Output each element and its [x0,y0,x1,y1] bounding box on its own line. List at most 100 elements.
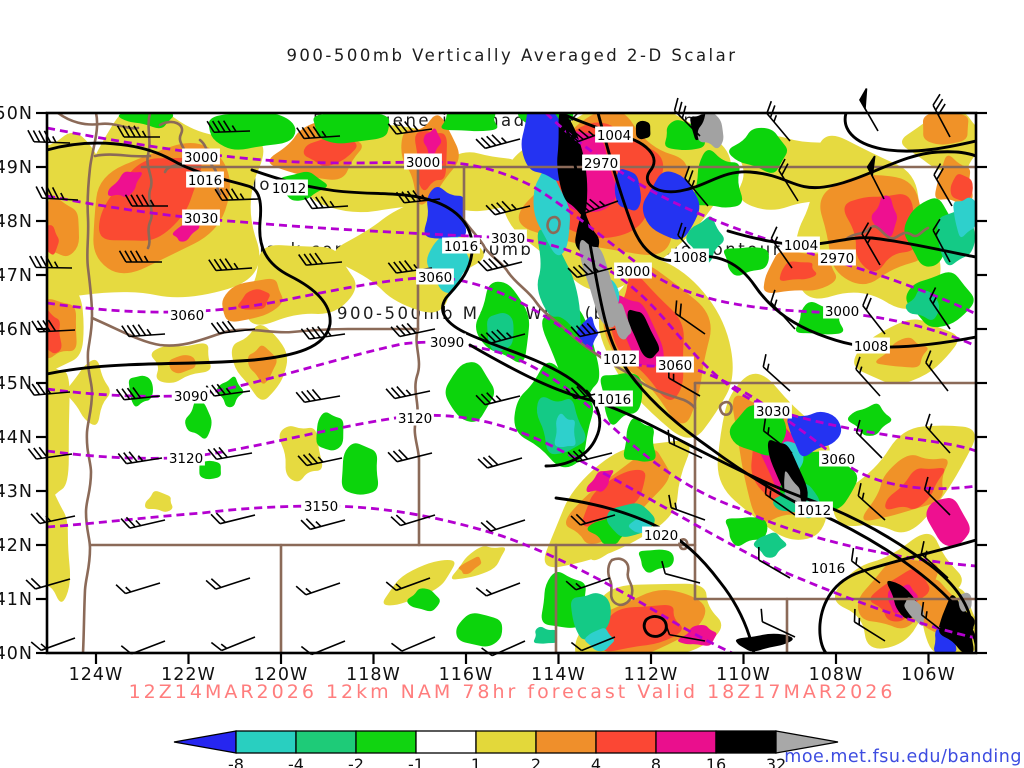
wind-barb [296,126,341,140]
wind-barb [304,196,349,210]
height-contour-label: 2970 [582,154,620,172]
wind-barb [475,392,521,406]
svg-text:3090: 3090 [430,335,464,351]
colorbar-segment [655,730,717,754]
wind-barb [567,449,613,463]
svg-text:1020: 1020 [644,528,678,544]
frontogenesis-patch-C [953,197,976,238]
frontogenesis-patch-M [871,195,898,237]
wind-barb [295,388,341,404]
height-contour-label: 3000 [182,148,220,166]
coastline-island [56,113,140,130]
mslp-contour-1012-trough [561,113,976,646]
svg-text:3000: 3000 [616,264,650,280]
colorbar-tick-label: 1 [471,755,481,768]
frontogenesis-patch-G [847,403,892,436]
lat-label: 41N [0,590,33,610]
wind-barb [862,293,886,335]
frontogenesis-patch-R [779,261,817,281]
frontogenesis-patch-M [107,171,142,198]
height-contour-label: 2970 [818,249,856,267]
wind-barb [387,120,433,135]
wind-barb [764,481,796,516]
wind-barb [758,547,791,579]
lake-yellowstone [718,400,733,417]
colorbar-segment [355,730,417,754]
wind-barb [770,289,796,330]
svg-text:1016: 1016 [811,561,845,577]
colorbar-segment [535,730,597,754]
mslp-contour-label: 1016 [595,390,633,408]
frontogenesis-patch-G [128,375,154,407]
frontogenesis-patch-Y [47,486,71,602]
wind-barb [115,387,161,401]
lon-label: 118W [346,665,401,685]
frontogenesis-patch-G [316,412,344,451]
colorbar-right-arrow [775,730,839,754]
colorbar-segment [475,730,537,754]
mslp-contour-label: 1012 [601,350,639,368]
height-contour-label: 3030 [754,402,792,420]
lat-label: 47N [0,266,33,286]
wind-barb [778,158,799,202]
frontogenesis-patch-Y [279,426,323,482]
lat-label: 43N [0,482,33,502]
wind-barb [206,120,251,134]
wind-barb [475,582,521,597]
mslp-contour-1020-loop [642,615,668,638]
svg-text:1008: 1008 [854,339,888,355]
lon-label: 106W [901,665,956,685]
wind-barb [210,320,256,335]
colorbar-tick-label: 2 [531,755,541,768]
lat-label: 40N [0,644,33,664]
frontogenesis-patch-O [458,556,482,575]
lon-label: 108W [809,665,864,685]
wind-barb [565,577,611,591]
wind-barb [866,155,885,200]
wind-barb [861,222,881,266]
wind-barb [667,429,703,459]
svg-text:3000: 3000 [406,155,440,171]
wind-barb [390,514,436,527]
wind-barb [295,582,341,596]
wind-barb [766,100,791,142]
wind-barb [27,129,71,144]
wind-barb [300,518,346,531]
height-contour-label: 3060 [656,356,694,374]
wind-barb [207,446,253,461]
lat-label: 48N [0,212,33,232]
frontogenesis-patch-G [341,443,379,495]
colorbar-tick-label: 8 [651,755,661,768]
wind-barb [35,186,79,201]
wind-barb [115,582,161,595]
frontogenesis-patch-T [571,593,611,640]
svg-text:3150: 3150 [304,499,338,515]
lon-label: 112W [624,665,679,685]
lat-label: 50N [0,104,33,124]
credit-url-link[interactable]: moe.met.fsu.edu/banding [784,747,1022,767]
wind-barb [762,417,793,454]
wind-barb [297,453,343,467]
svg-text:3030: 3030 [756,404,790,420]
mslp-contour-label: 1016 [186,171,224,189]
lat-label: 42N [0,536,33,556]
wind-barb [210,512,256,525]
wind-barb [121,324,166,338]
mslp-contour-1016-se [818,538,976,653]
svg-text:2970: 2970 [584,156,618,172]
height-contour-label: 3000 [404,153,442,171]
wind-barb [920,541,949,579]
wind-barb [485,200,531,216]
frontogenesis-patch-G [623,418,656,462]
colorbar-tick-label: -8 [228,755,244,768]
frontogenesis-patch-M [423,128,442,157]
wind-barb [385,577,431,592]
mslp-contour-label: 1004 [782,236,820,254]
height-contour-label: 3060 [819,450,857,468]
height-contour-label: 3030 [489,229,527,247]
colorbar-tick-label: -1 [408,755,424,768]
wind-barb [395,190,441,204]
wind-barb [390,322,436,338]
wind-barb [205,577,251,590]
